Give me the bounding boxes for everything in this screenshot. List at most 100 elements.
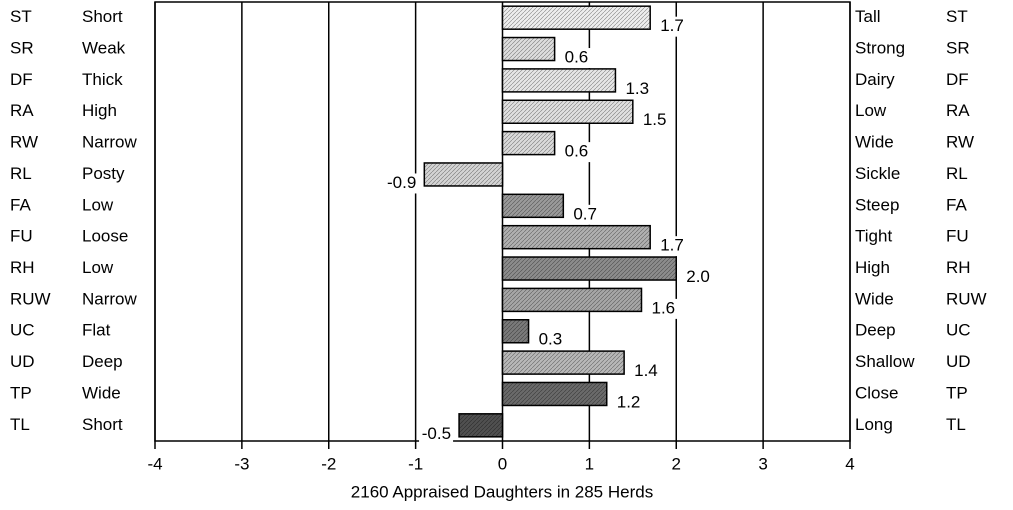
value-label: 0.6 xyxy=(565,142,589,161)
value-label: 0.7 xyxy=(573,204,597,223)
code-right: RA xyxy=(946,101,970,120)
value-label: 1.4 xyxy=(634,361,658,380)
value-label: 1.7 xyxy=(660,236,684,255)
right-label: Wide xyxy=(855,289,894,308)
bar-hatch xyxy=(502,37,555,61)
label-bg xyxy=(384,173,419,194)
right-label: Low xyxy=(855,101,887,120)
code-right: ST xyxy=(946,7,968,26)
x-tick-label: 1 xyxy=(585,454,594,473)
right-label: Sickle xyxy=(855,164,900,183)
code-right: UD xyxy=(946,352,971,371)
bar-hatch xyxy=(502,100,633,124)
left-label: Low xyxy=(82,258,114,277)
x-tick-label: -3 xyxy=(234,454,249,473)
right-label: Wide xyxy=(855,133,894,152)
code-right: RL xyxy=(946,164,968,183)
value-label: -0.5 xyxy=(422,424,451,443)
bar-hatch xyxy=(502,131,555,155)
bar-hatch xyxy=(502,382,607,406)
code-right: SR xyxy=(946,39,970,58)
left-label: High xyxy=(82,101,117,120)
code-right: RUW xyxy=(946,289,987,308)
bar-hatch xyxy=(459,413,503,437)
right-label: Tall xyxy=(855,7,881,26)
code-left: TL xyxy=(10,415,30,434)
bar-hatch xyxy=(502,319,529,343)
label-bg xyxy=(658,16,693,37)
code-left: FA xyxy=(10,195,31,214)
right-label: Strong xyxy=(855,39,905,58)
x-tick-label: 0 xyxy=(498,454,507,473)
bar-hatch xyxy=(502,68,616,92)
value-label: 1.2 xyxy=(617,392,641,411)
code-left: RUW xyxy=(10,289,51,308)
label-bg xyxy=(571,204,606,225)
label-bg xyxy=(658,236,693,257)
left-label: Posty xyxy=(82,164,125,183)
code-left: TP xyxy=(10,383,32,402)
bar-hatch xyxy=(502,6,651,30)
code-right: RH xyxy=(946,258,971,277)
x-tick-label: 2 xyxy=(672,454,681,473)
left-label: Low xyxy=(82,195,114,214)
code-left: RA xyxy=(10,101,34,120)
x-tick-label: -1 xyxy=(408,454,423,473)
bar-hatch xyxy=(502,225,651,249)
x-tick-label: -4 xyxy=(147,454,162,473)
value-label: -0.9 xyxy=(387,173,416,192)
left-label: Narrow xyxy=(82,133,138,152)
label-bg xyxy=(623,79,658,100)
code-left: FU xyxy=(10,227,33,246)
x-axis-label: 2160 Appraised Daughters in 285 Herds xyxy=(351,482,653,501)
label-bg xyxy=(632,361,667,382)
left-label: Weak xyxy=(82,39,126,58)
plot-frame xyxy=(154,1,851,442)
bar-hatch xyxy=(502,351,625,375)
left-label: Thick xyxy=(82,70,123,89)
bar-hatch xyxy=(502,194,564,218)
code-right: TL xyxy=(946,415,966,434)
code-right: FA xyxy=(946,195,967,214)
value-label: 1.5 xyxy=(643,110,667,129)
code-right: UC xyxy=(946,321,971,340)
x-tick-label: 3 xyxy=(758,454,767,473)
code-left: UD xyxy=(10,352,35,371)
code-right: TP xyxy=(946,383,968,402)
bar-hatch xyxy=(424,162,503,186)
code-left: UC xyxy=(10,321,35,340)
right-label: Dairy xyxy=(855,70,895,89)
right-label: Deep xyxy=(855,321,896,340)
code-left: SR xyxy=(10,39,34,58)
code-right: DF xyxy=(946,70,969,89)
code-left: RH xyxy=(10,258,35,277)
code-left: RL xyxy=(10,164,32,183)
bar-hatch xyxy=(502,257,677,281)
label-bg xyxy=(562,48,597,69)
left-label: Wide xyxy=(82,383,121,402)
left-label: Narrow xyxy=(82,289,138,308)
x-tick-label: 4 xyxy=(845,454,854,473)
value-label: 1.7 xyxy=(660,16,684,35)
right-label: Close xyxy=(855,383,898,402)
x-tick-label: -2 xyxy=(321,454,336,473)
left-label: Short xyxy=(82,415,123,434)
value-label: 1.6 xyxy=(652,298,676,317)
code-left: DF xyxy=(10,70,33,89)
value-label: 0.3 xyxy=(539,330,563,349)
code-right: FU xyxy=(946,227,969,246)
value-label: 1.3 xyxy=(625,79,649,98)
left-label: Short xyxy=(82,7,123,26)
label-bg xyxy=(562,142,597,163)
right-label: Steep xyxy=(855,195,899,214)
label-bg xyxy=(419,424,454,445)
right-label: High xyxy=(855,258,890,277)
label-bg xyxy=(684,267,719,288)
right-label: Shallow xyxy=(855,352,915,371)
value-label: 0.6 xyxy=(565,48,589,67)
code-left: ST xyxy=(10,7,32,26)
right-label: Tight xyxy=(855,227,892,246)
value-label: 2.0 xyxy=(686,267,710,286)
label-bg xyxy=(640,110,675,131)
